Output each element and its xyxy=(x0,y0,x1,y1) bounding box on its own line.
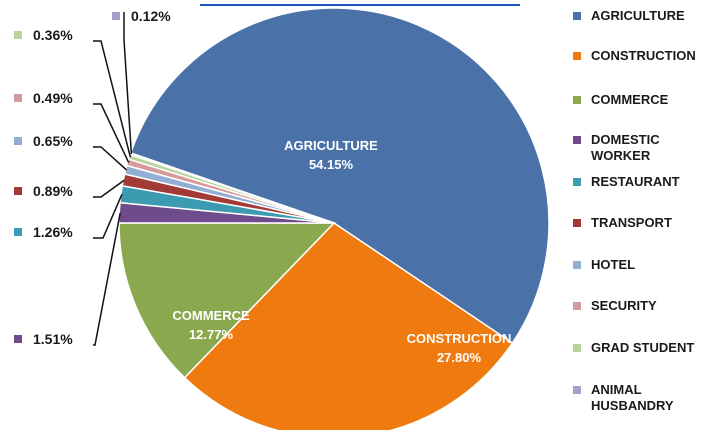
legend-label-grad-student: GRAD STUDENT xyxy=(591,340,695,355)
callout-swatch-security xyxy=(14,94,22,102)
slice-construction xyxy=(183,222,514,430)
legend-swatch-domestic-worker xyxy=(573,136,581,144)
slice-label-agriculture: AGRICULTURE xyxy=(284,138,378,153)
callout-swatch-restaurant xyxy=(14,228,22,236)
callout-swatch-grad-student xyxy=(14,31,22,39)
callout-value-domestic-worker: 1.51% xyxy=(33,331,73,347)
legend-label-construction: CONSTRUCTION xyxy=(591,48,696,63)
callout-value-animal-husbandry: 0.12% xyxy=(131,8,171,24)
legend-swatch-restaurant xyxy=(573,178,581,186)
slice-value-commerce: 12.77% xyxy=(189,327,234,342)
legend-label-commerce: COMMERCE xyxy=(591,92,669,107)
legend-swatch-grad-student xyxy=(573,344,581,352)
slice-label-construction: CONSTRUCTION xyxy=(407,331,512,346)
callout-swatch-transport xyxy=(14,187,22,195)
slice-label-commerce: COMMERCE xyxy=(172,308,250,323)
callout-value-hotel: 0.65% xyxy=(33,133,73,149)
callout-value-grad-student: 0.36% xyxy=(33,27,73,43)
legend-label-domestic-worker: DOMESTIC WORKER xyxy=(591,132,660,163)
leader-line-transport xyxy=(93,179,125,198)
callout-swatch-animal-husbandry xyxy=(112,12,120,20)
legend-swatch-hotel xyxy=(573,261,581,269)
legend-swatch-commerce xyxy=(573,96,581,104)
callout-value-restaurant: 1.26% xyxy=(33,224,73,240)
callout-value-transport: 0.89% xyxy=(33,183,73,199)
legend-swatch-security xyxy=(573,302,581,310)
leader-line-animal-husbandry xyxy=(123,12,133,155)
legend-swatch-transport xyxy=(573,219,581,227)
slice-agriculture xyxy=(129,7,550,345)
slice-commerce xyxy=(118,222,336,379)
slice-value-agriculture: 54.15% xyxy=(309,157,354,172)
legend-label-animal-husbandry: ANIMAL HUSBANDRY xyxy=(591,382,674,413)
legend-swatch-agriculture xyxy=(573,12,581,20)
leader-line-domestic-worker xyxy=(93,212,121,346)
legend-swatch-animal-husbandry xyxy=(573,386,581,394)
leader-line-hotel xyxy=(93,146,128,171)
callout-value-security: 0.49% xyxy=(33,90,73,106)
legend-swatch-construction xyxy=(573,52,581,60)
legend-label-transport: TRANSPORT xyxy=(591,215,672,230)
callout-swatch-hotel xyxy=(14,137,22,145)
legend-label-restaurant: RESTAURANT xyxy=(591,174,680,189)
title-underline xyxy=(200,0,520,6)
legend-label-agriculture: AGRICULTURE xyxy=(591,8,685,23)
leader-line-security xyxy=(93,103,130,163)
leader-line-grad-student xyxy=(93,40,132,158)
legend-label-security: SECURITY xyxy=(591,298,657,313)
slice-value-construction: 27.80% xyxy=(437,350,482,365)
leader-line-restaurant xyxy=(93,194,123,239)
legend-label-hotel: HOTEL xyxy=(591,257,636,272)
callout-swatch-domestic-worker xyxy=(14,335,22,343)
